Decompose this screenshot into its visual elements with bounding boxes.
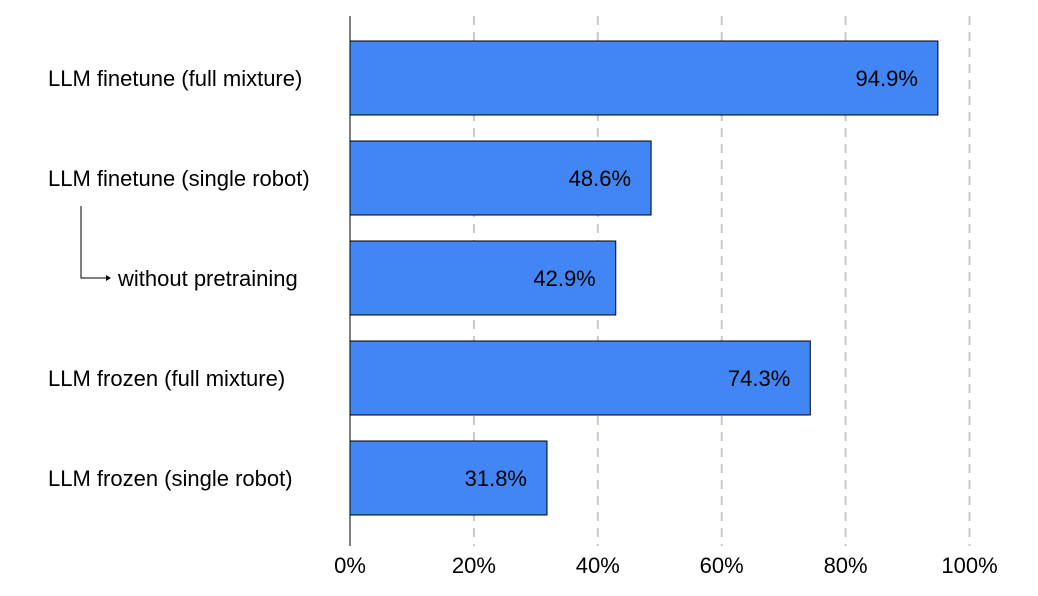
x-tick-label: 0% [334, 553, 366, 578]
x-tick-label: 80% [824, 553, 868, 578]
bar [349, 440, 548, 516]
x-tick-label: 20% [452, 553, 496, 578]
bar-value-label: 42.9% [533, 266, 595, 291]
bars: 94.9% 48.6% 42.9% 74.3% 31.8% [349, 40, 939, 516]
bar [349, 40, 939, 116]
category-label: LLM finetune (full mixture) [48, 66, 302, 91]
category-label: LLM frozen (single robot) [48, 466, 293, 491]
bar-value-label: 74.3% [728, 366, 790, 391]
arrow-head-icon [106, 275, 111, 281]
bar-value-label: 48.6% [569, 166, 631, 191]
category-label: LLM frozen (full mixture) [48, 366, 285, 391]
category-label: without pretraining [117, 266, 298, 291]
category-labels: LLM finetune (full mixture) LLM finetune … [48, 66, 310, 491]
category-label: LLM finetune (single robot) [48, 166, 310, 191]
sub-item-connector [80, 206, 106, 279]
x-tick-labels: 0% 20% 40% 60% 80% 100% [334, 553, 998, 578]
bar [349, 140, 652, 216]
bar-value-label: 94.9% [856, 66, 918, 91]
bar [349, 240, 617, 316]
bar-value-label: 31.8% [465, 466, 527, 491]
x-tick-label: 40% [576, 553, 620, 578]
x-tick-label: 60% [700, 553, 744, 578]
bar [349, 340, 811, 416]
x-tick-label: 100% [941, 553, 997, 578]
